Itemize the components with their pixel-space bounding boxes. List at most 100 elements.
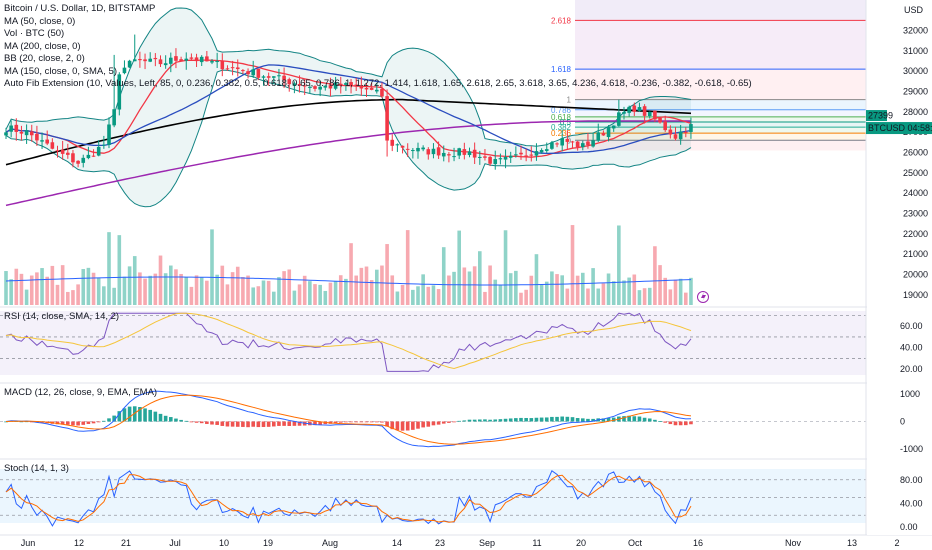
macd-histogram-bar: [560, 416, 564, 422]
fib-zone-0.786: [575, 109, 866, 117]
volume-bar: [230, 272, 235, 305]
volume-bar: [519, 292, 523, 305]
candle-body: [575, 141, 580, 148]
macd-histogram-bar: [524, 417, 528, 422]
candle-body: [297, 84, 302, 86]
volume-bar: [14, 268, 19, 305]
macd-histogram-bar: [483, 419, 487, 422]
time-tick-label: 16: [693, 538, 703, 548]
candle-body: [606, 126, 611, 138]
legend-bb[interactable]: BB (20, close, 2, 0): [4, 53, 85, 64]
macd-histogram-bar: [138, 407, 142, 422]
candle-body: [539, 150, 544, 153]
candle-body: [189, 57, 194, 59]
macd-histogram-bar: [287, 421, 292, 426]
fib-zone-top: [575, 0, 866, 21]
volume-bar: [544, 281, 549, 305]
fib-label-0.5: 0.5: [560, 118, 572, 127]
candle-body: [467, 151, 472, 156]
macd-histogram-bar: [637, 416, 642, 422]
stoch-title[interactable]: Stoch (14, 1, 3): [4, 463, 69, 474]
candle-body: [308, 86, 312, 88]
candle-body: [601, 132, 606, 136]
volume-bar: [297, 284, 302, 305]
volume-bar: [581, 272, 585, 305]
stoch-band-background: [0, 469, 866, 523]
time-tick-label: Jun: [21, 538, 36, 548]
legend-ma50[interactable]: MA (50, close, 0): [4, 15, 76, 27]
price-tick-label: 19000: [903, 290, 928, 300]
candle-body: [153, 57, 158, 60]
volume-bar: [35, 272, 39, 305]
legend-ma200[interactable]: MA (200, close, 0): [4, 40, 81, 52]
candle-body: [338, 83, 343, 86]
legend-volume[interactable]: Vol · BTC (50): [4, 28, 65, 39]
macd-histogram-bar: [225, 421, 230, 427]
macd-histogram-bar: [570, 417, 575, 422]
macd-histogram-bar: [107, 418, 111, 422]
macd-histogram-bar: [96, 421, 101, 423]
macd-histogram-bar: [333, 421, 338, 423]
candle-body: [524, 155, 528, 157]
chart-title[interactable]: Bitcoin / U.S. Dollar, 1D, BITSTAMP: [4, 3, 156, 14]
volume-bar: [678, 278, 683, 305]
macd-histogram-bar: [400, 421, 405, 431]
time-tick-label: 14: [392, 538, 402, 548]
macd-signal-line: [5, 394, 692, 445]
macd-histogram-bar: [503, 418, 508, 422]
legend-ma150[interactable]: MA (150, close, 0, SMA, 5): [4, 65, 117, 77]
candle-body: [81, 157, 86, 163]
volume-bar: [539, 284, 544, 305]
macd-histogram-bar: [462, 420, 467, 422]
volume-bar: [514, 270, 518, 305]
candle-body: [199, 56, 204, 63]
volume-bar: [50, 265, 55, 305]
volume-bar: [586, 288, 590, 305]
legend-autofib[interactable]: Auto Fib Extension (10, Values, Left, 85…: [4, 78, 752, 89]
rsi-title[interactable]: RSI (14, close, SMA, 14, 2): [4, 311, 120, 322]
macd-histogram-bar: [194, 421, 199, 423]
volume-bar: [66, 291, 70, 305]
rsi-pane[interactable]: [0, 312, 866, 372]
candle-body: [668, 129, 673, 135]
volume-bar: [390, 275, 395, 305]
candle-body: [323, 85, 328, 88]
time-tick-label: 12: [74, 538, 84, 548]
volume-bar: [436, 289, 441, 305]
candle-body: [647, 111, 652, 117]
macd-pane[interactable]: [0, 390, 866, 448]
macd-histogram-bar: [24, 421, 29, 423]
macd-histogram-bar: [581, 418, 585, 422]
candle-body: [169, 57, 173, 64]
volume-bar: [158, 255, 163, 305]
candle-body: [205, 56, 209, 62]
volume-bar: [241, 277, 245, 305]
candle-body: [313, 86, 317, 89]
volume-bar: [606, 273, 611, 305]
volume-bar: [426, 286, 431, 305]
candle-body: [40, 140, 44, 142]
volume-bar: [447, 275, 451, 305]
macd-histogram-bar: [426, 421, 431, 427]
candle-body: [354, 84, 358, 87]
stoch-pane[interactable]: [0, 470, 866, 527]
candle-body: [194, 57, 199, 62]
candle-body: [514, 154, 518, 156]
macd-histogram-bar: [246, 421, 250, 428]
candle-body: [544, 149, 549, 151]
volume-bar: [529, 275, 534, 305]
volume-bar: [55, 284, 60, 305]
price-tick-label: 22000: [903, 229, 928, 239]
macd-histogram-bar: [66, 421, 70, 425]
volume-bar: [591, 268, 595, 305]
candle-body: [86, 154, 91, 159]
macd-title[interactable]: MACD (12, 26, close, 9, EMA, EMA): [4, 387, 158, 398]
macd-histogram-bar: [76, 421, 80, 426]
fib-zone-2.618: [575, 20, 866, 70]
volume-bar: [127, 266, 132, 305]
volume-bar: [29, 275, 34, 305]
volume-bar: [405, 230, 410, 305]
volume-bar: [40, 268, 44, 305]
